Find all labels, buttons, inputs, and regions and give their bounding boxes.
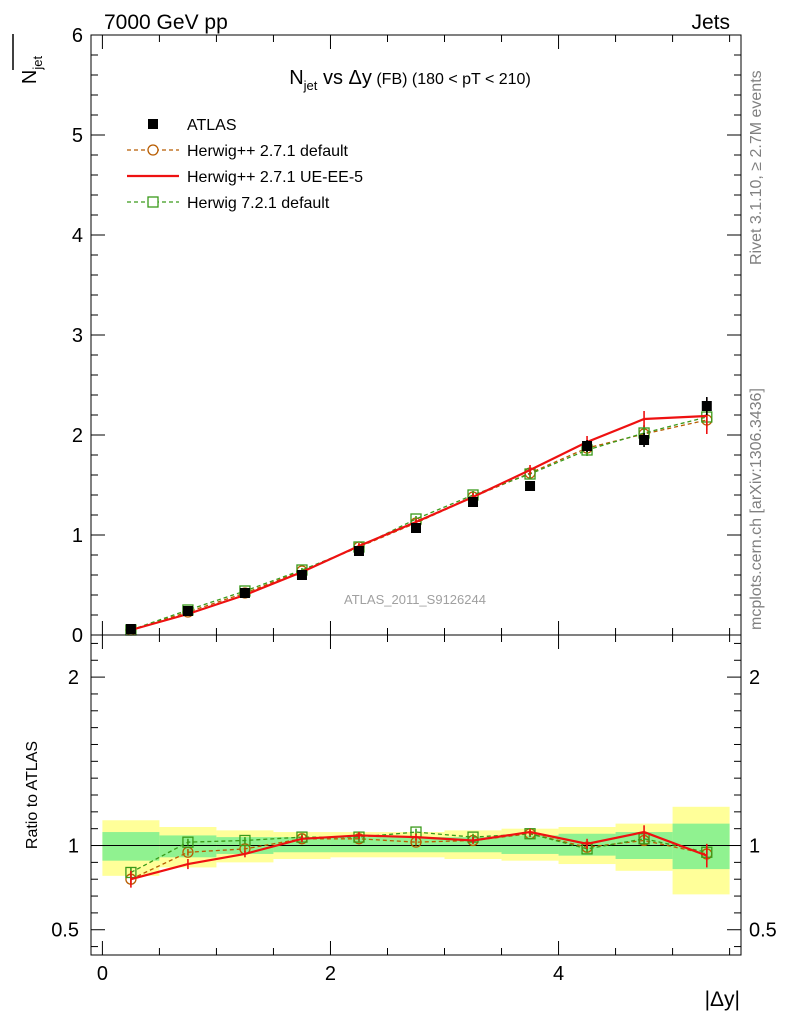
ratio-point-square <box>239 834 251 847</box>
title-vs: vs <box>317 67 348 89</box>
ratio-ytick-label: 0.5 <box>51 920 79 942</box>
main-ytick-label: 0 <box>72 625 83 647</box>
legend-label: Herwig 7.2.1 default <box>187 195 330 212</box>
ratio-ytick-label-right: 2 <box>749 667 760 689</box>
main-ytick-label: 4 <box>72 225 83 247</box>
legend-entry-0: ATLAS <box>148 117 237 134</box>
title-n-sub: jet <box>303 78 318 93</box>
ratio-axes: 0.5 0.5 1 1 2 2 0 2 4 <box>51 635 777 985</box>
mcplots-info: mcplots.cern.ch [arXiv:1306.3436] <box>748 388 765 630</box>
ratio-ytick-label: 2 <box>68 667 79 689</box>
main-point-atlas <box>525 481 536 491</box>
ratio-panel: 0.5 0.5 1 1 2 2 0 2 4 Ratio to ATLAS |Δy| <box>24 634 777 1011</box>
legend-entry-2: Herwig++ 2.7.1 UE-EE-5 <box>127 169 363 186</box>
legend-symbol <box>148 119 158 129</box>
main-point-atlas <box>182 606 193 616</box>
ratio-series-1 <box>130 825 708 888</box>
ratio-xtick-label: 2 <box>325 963 336 985</box>
main-point-atlas <box>296 570 307 580</box>
main-point-atlas <box>582 441 593 451</box>
ratio-series-line <box>130 831 707 874</box>
ratio-ytick-label: 1 <box>68 836 79 858</box>
main-series-line <box>130 416 707 631</box>
ratio-point-square <box>182 836 194 848</box>
ratio-ytick-label-right: 0.5 <box>749 920 777 942</box>
ratio-band-inner <box>102 832 160 861</box>
legend-symbol <box>147 196 159 208</box>
ratio-band-inner <box>330 837 388 853</box>
main-point-atlas <box>239 588 250 598</box>
main-ytick-label: 1 <box>72 525 83 547</box>
legend-label: Herwig++ 2.7.1 UE-EE-5 <box>187 169 363 186</box>
ratio-frame <box>90 634 742 956</box>
ylabel-n: N <box>19 70 41 84</box>
legend-label: ATLAS <box>187 117 237 134</box>
main-ytick-label: 2 <box>72 425 83 447</box>
ratio-xlabel: |Δy| <box>705 988 740 1011</box>
main-point-atlas <box>411 523 421 533</box>
header-right: Jets <box>691 11 730 34</box>
ylabel-n-sub: jet <box>30 56 45 71</box>
rivet-info: Rivet 3.1.10, ≥ 2.7M events <box>748 70 765 265</box>
legend: ATLAS Herwig++ 2.7.1 default Herwig++ 2.7.… <box>127 117 363 212</box>
main-axes: 0 1 2 3 4 5 6 <box>72 25 741 647</box>
main-ytick-label: 3 <box>72 325 83 347</box>
ratio-band-inner <box>501 835 559 854</box>
ratio-ytick-label-right: 1 <box>749 836 760 858</box>
main-panel: 0 1 2 3 4 5 6 Njet vs Δy (FB) (180 < pT < 210)… <box>12 25 742 647</box>
main-point-atlas <box>468 497 479 507</box>
ratio-marks <box>125 825 713 888</box>
main-point-atlas <box>125 624 136 634</box>
main-marks <box>125 397 713 636</box>
main-point-atlas <box>353 546 364 556</box>
legend-label: Herwig++ 2.7.1 default <box>187 143 349 160</box>
legend-entry-3: Herwig 7.2.1 default <box>127 195 330 212</box>
header-left: 7000 GeV pp <box>104 11 228 34</box>
ratio-band-inner <box>444 837 502 853</box>
main-ylabel: Njet <box>19 56 45 85</box>
legend-entry-1: Herwig++ 2.7.1 default <box>127 143 349 160</box>
main-title: Njet vs Δy (FB) (180 < pT < 210) <box>289 67 531 93</box>
title-range: (180 < pT < 210) <box>407 71 530 88</box>
title-fb: (FB) <box>372 71 408 88</box>
ratio-ylabel: Ratio to ATLAS <box>24 741 41 849</box>
main-point-atlas <box>701 401 712 411</box>
ratio-xtick-label: 4 <box>553 963 564 985</box>
ratio-xtick-label: 0 <box>97 963 108 985</box>
main-series-0 <box>125 397 712 634</box>
main-ytick-label: 5 <box>72 125 83 147</box>
title-delta-y: Δy <box>349 67 372 89</box>
legend-symbol <box>147 144 159 156</box>
main-ytick-label: 6 <box>72 25 83 47</box>
title-n: N <box>289 67 303 89</box>
analysis-watermark: ATLAS_2011_S9126244 <box>344 592 486 607</box>
main-point-atlas <box>639 435 650 445</box>
